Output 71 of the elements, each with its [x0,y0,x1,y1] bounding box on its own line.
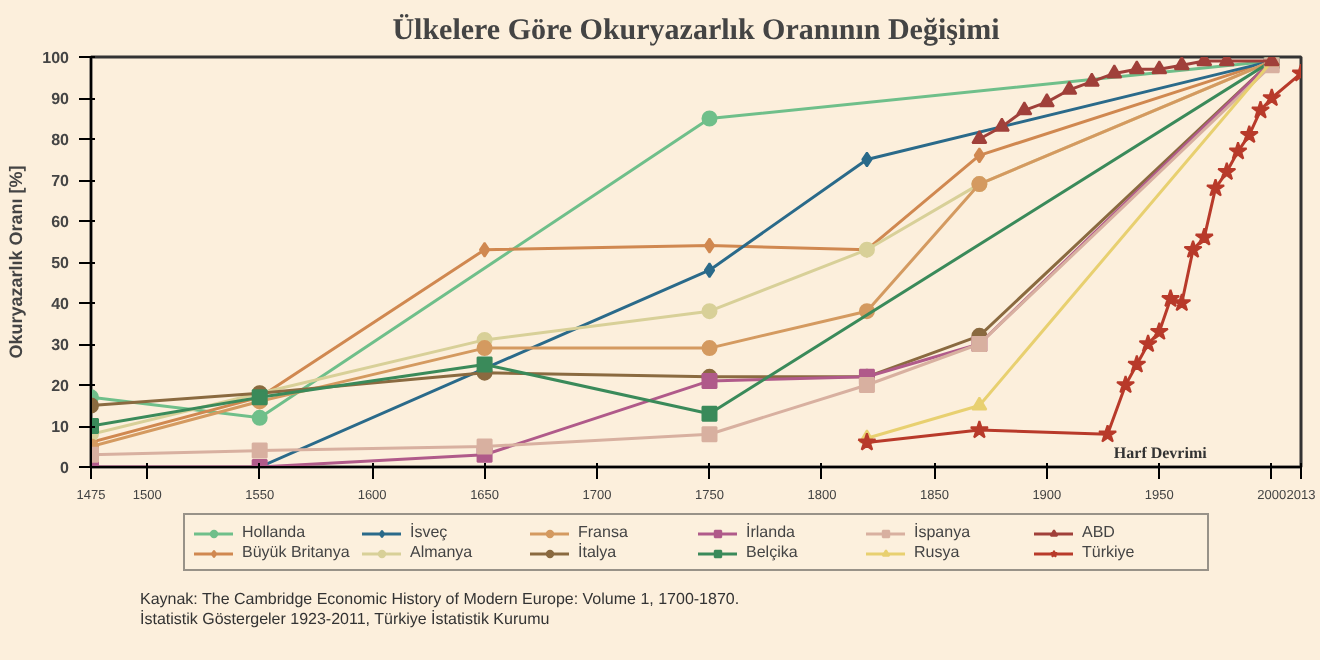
legend-label: Türkiye [1082,543,1137,561]
y-tick-label: 20 [51,377,71,395]
point [858,377,875,393]
legend-label: Belçika [746,543,800,561]
y-tick-label: 30 [51,336,71,354]
point [1172,293,1192,312]
point [251,442,268,459]
point [971,129,988,145]
point [1061,80,1078,95]
y-tick-label: 0 [60,459,71,477]
y-tick-label: 100 [42,49,71,67]
point [1083,72,1100,87]
point [1183,239,1203,258]
point [703,237,716,254]
point [1151,60,1168,75]
legend-label: ABD [1082,523,1117,541]
point [701,340,718,357]
point [857,432,877,451]
legend-label: İtalya [578,543,619,561]
point [701,110,718,127]
point [1160,288,1181,308]
point [1149,321,1169,340]
point [1127,354,1147,373]
point [1106,64,1123,79]
y-tick-label: 80 [51,131,71,149]
point [1262,88,1282,107]
point [1038,93,1055,108]
legend-label: Büyük Britanya [242,543,352,561]
point [478,241,491,258]
point [1098,424,1118,443]
point [701,303,718,320]
text: Kaynak: The Cambridge Economic History of Modern Europe: Volume 1, 1700-1870. [140,590,740,608]
point [1194,227,1214,246]
point [701,426,718,443]
y-tick-label: 10 [51,418,71,436]
point [971,396,988,411]
y-tick-label: 70 [51,172,71,190]
point [1128,60,1145,75]
point [476,356,493,373]
point [1173,57,1190,71]
point [476,340,493,357]
y-tick-label: 90 [51,90,71,108]
point [701,405,718,422]
chart-title: Ülkelere Göre Okuryazarlık Oranının Değişimi [392,13,1000,47]
annotation: Harf Devrimi [1113,444,1209,463]
point [1116,375,1136,394]
y-tick-label: 40 [51,295,71,313]
legend-label: Rusya [914,543,962,561]
point [1217,161,1237,181]
point [703,262,716,279]
legend-label: İsveç [410,523,450,541]
y-tick-label: 60 [51,213,71,231]
text: İstatistik Göstergeler 1923-2011, Türkiye İstatistik Kurumu [140,610,550,629]
point [251,409,268,426]
legend-label: İspanya [914,523,973,541]
legend-label: Hollanda [242,523,308,541]
point [1250,100,1271,119]
point [993,117,1010,132]
point [1228,141,1248,160]
point [1016,101,1033,116]
point [1239,124,1259,144]
point [1138,334,1158,353]
y-axis-title: Okuryazarlık Oranı [%] [6,165,27,359]
point [476,438,493,455]
legend-label: Fransa [578,523,630,541]
legend-label: İrlanda [746,523,797,541]
point [969,420,989,439]
legend-label: Almanya [410,543,475,561]
point [1205,178,1226,197]
point [973,147,986,164]
y-tick-label: 50 [51,254,71,272]
